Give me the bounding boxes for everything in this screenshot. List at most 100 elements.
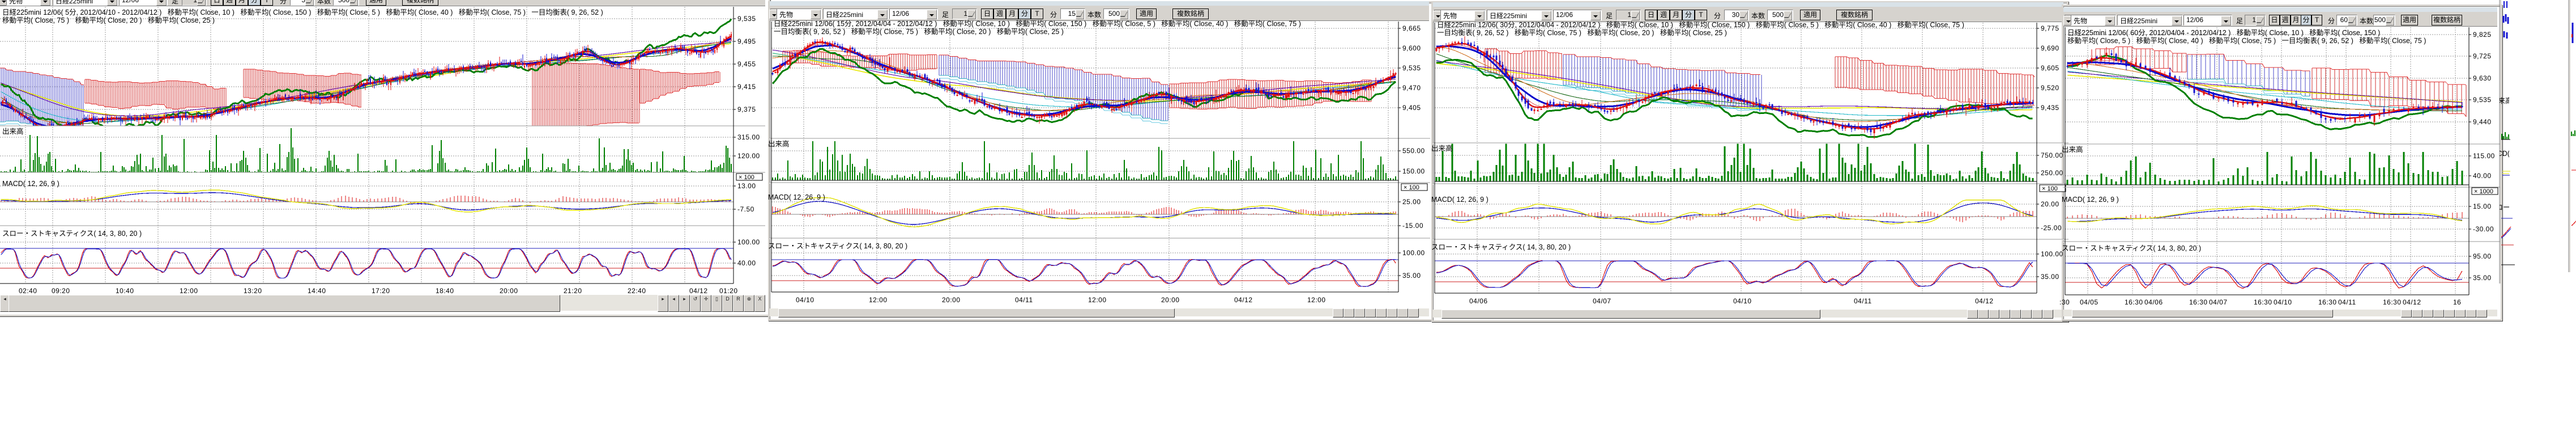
svg-text:× 100: × 100 bbox=[739, 174, 754, 181]
svg-text:9,535: 9,535 bbox=[2473, 96, 2492, 104]
svg-text:12:00: 12:00 bbox=[1307, 296, 1326, 304]
svg-text:9,535: 9,535 bbox=[737, 15, 756, 23]
svg-text:-25.00: -25.00 bbox=[2041, 224, 2062, 232]
svg-text:15.00: 15.00 bbox=[2473, 202, 2492, 210]
svg-text:16:30: 16:30 bbox=[2125, 298, 2143, 306]
svg-text:40.00: 40.00 bbox=[737, 259, 756, 267]
svg-text:日経225mini 12/06( 15分, 2012/04/: 日経225mini 12/06( 15分, 2012/04/04 - 2012/… bbox=[774, 20, 1301, 28]
svg-text:一目均衡表( 9, 26, 52 ) 移動平均( Clo: 一目均衡表( 9, 26, 52 ) 移動平均( Close, 75 ) 移動平… bbox=[774, 28, 1064, 36]
svg-text:04/12: 04/12 bbox=[1975, 297, 1994, 305]
svg-text:315.00: 315.00 bbox=[737, 133, 760, 141]
svg-text:9,440: 9,440 bbox=[2473, 118, 2492, 126]
svg-text:9,690: 9,690 bbox=[2041, 44, 2059, 52]
svg-text:04/11: 04/11 bbox=[1015, 296, 1033, 304]
svg-text::30: :30 bbox=[2059, 298, 2070, 306]
svg-text:9,535: 9,535 bbox=[1402, 64, 1421, 72]
svg-text:21:20: 21:20 bbox=[564, 287, 582, 295]
svg-text:-15.00: -15.00 bbox=[1402, 222, 1423, 230]
svg-text:出来高: 出来高 bbox=[2062, 145, 2083, 154]
svg-text:9,495: 9,495 bbox=[737, 37, 756, 45]
svg-text:16:30: 16:30 bbox=[2383, 298, 2402, 306]
svg-text:9,415: 9,415 bbox=[737, 83, 756, 91]
svg-text:9,605: 9,605 bbox=[2041, 64, 2059, 72]
svg-text:日経225mini 12/06( 5分, 2012/04/1: 日経225mini 12/06( 5分, 2012/04/10 - 2012/0… bbox=[2, 9, 603, 16]
svg-text:9,375: 9,375 bbox=[737, 105, 756, 113]
svg-text:9,435: 9,435 bbox=[2041, 104, 2059, 112]
svg-text:MACD( 12, 26, 9 ): MACD( 12, 26, 9 ) bbox=[768, 193, 825, 201]
svg-text:16: 16 bbox=[2453, 298, 2461, 306]
svg-text:一目均衡表( 9, 26, 52 ) 移動平均( Clo: 一目均衡表( 9, 26, 52 ) 移動平均( Close, 75 ) 移動平… bbox=[1437, 29, 1727, 37]
svg-text:25.00: 25.00 bbox=[1402, 198, 1421, 206]
svg-text:14:40: 14:40 bbox=[308, 287, 326, 295]
svg-text:出来高: 出来高 bbox=[768, 139, 790, 148]
svg-text:04/10: 04/10 bbox=[796, 296, 814, 304]
svg-text:04/11: 04/11 bbox=[1854, 297, 1872, 305]
svg-text:02:40: 02:40 bbox=[19, 287, 37, 295]
svg-text:04/12: 04/12 bbox=[1234, 296, 1253, 304]
svg-text:9,775: 9,775 bbox=[2041, 24, 2059, 32]
svg-text:出来高: 出来高 bbox=[2, 127, 24, 136]
svg-text:9,665: 9,665 bbox=[1402, 24, 1421, 32]
svg-text:スロー・ストキャスティクス( 14, 3, 80, 20 ): スロー・ストキャスティクス( 14, 3, 80, 20 ) bbox=[2062, 244, 2201, 252]
svg-text:150.00: 150.00 bbox=[1402, 167, 1425, 175]
svg-text:× 100: × 100 bbox=[1404, 184, 1419, 191]
svg-text:04/12: 04/12 bbox=[2403, 298, 2421, 306]
svg-text:スロー・ストキャスティクス( 14, 3, 80, 20 ): スロー・ストキャスティクス( 14, 3, 80, 20 ) bbox=[768, 242, 907, 250]
svg-text:スロー・ストキャスティクス( 14, 3, 80, 20 ): スロー・ストキャスティクス( 14, 3, 80, 20 ) bbox=[2, 230, 142, 238]
svg-text:22:40: 22:40 bbox=[628, 287, 646, 295]
svg-text:MACD( 12, 26, 9 ): MACD( 12, 26, 9 ) bbox=[2487, 150, 2544, 158]
svg-text:550.00: 550.00 bbox=[1402, 147, 1425, 155]
svg-text:35.00: 35.00 bbox=[2473, 274, 2492, 282]
svg-text:9,600: 9,600 bbox=[1402, 44, 1421, 52]
svg-text:MACD( 12, 26, 9 ): MACD( 12, 26, 9 ) bbox=[2062, 196, 2119, 204]
svg-text:16:30: 16:30 bbox=[2189, 298, 2208, 306]
svg-text:250.00: 250.00 bbox=[2041, 169, 2063, 177]
svg-text:9,520: 9,520 bbox=[2041, 84, 2059, 92]
svg-text:20:00: 20:00 bbox=[942, 296, 961, 304]
svg-text:750.00: 750.00 bbox=[2041, 151, 2063, 159]
svg-text:日経225mini 12/06( 60分, 2012/04/: 日経225mini 12/06( 60分, 2012/04/04 - 2012/… bbox=[2067, 29, 2380, 37]
svg-text:10:40: 10:40 bbox=[116, 287, 134, 295]
svg-text:04/10: 04/10 bbox=[2274, 298, 2292, 306]
svg-text:12:00: 12:00 bbox=[1088, 296, 1107, 304]
svg-text:95.00: 95.00 bbox=[2473, 252, 2492, 260]
svg-text:100.00: 100.00 bbox=[2041, 250, 2063, 258]
svg-text:12:00: 12:00 bbox=[869, 296, 888, 304]
svg-text:MACD( 12, 26, 9 ): MACD( 12, 26, 9 ) bbox=[1431, 196, 1489, 204]
svg-text:40.00: 40.00 bbox=[2473, 172, 2492, 180]
svg-text:-30.00: -30.00 bbox=[2473, 225, 2494, 233]
svg-text:01:20: 01:20 bbox=[719, 287, 738, 295]
svg-text:04/05: 04/05 bbox=[2080, 298, 2099, 306]
svg-text:16:30: 16:30 bbox=[2318, 298, 2337, 306]
svg-text:100.00: 100.00 bbox=[737, 238, 760, 246]
svg-text:9,825: 9,825 bbox=[2473, 31, 2492, 39]
svg-text:04/06: 04/06 bbox=[2144, 298, 2163, 306]
svg-text:04/07: 04/07 bbox=[2209, 298, 2228, 306]
svg-text:115.00: 115.00 bbox=[2473, 152, 2495, 160]
svg-text:13.00: 13.00 bbox=[737, 182, 756, 190]
svg-text:09:20: 09:20 bbox=[52, 287, 70, 295]
svg-text:16:30: 16:30 bbox=[2254, 298, 2272, 306]
svg-text:MACD( 12, 26, 9 ): MACD( 12, 26, 9 ) bbox=[2, 180, 59, 188]
svg-text:20.00: 20.00 bbox=[2041, 200, 2059, 208]
svg-text:35.00: 35.00 bbox=[1402, 272, 1421, 280]
svg-text:9,630: 9,630 bbox=[2473, 74, 2492, 82]
svg-text:9,725: 9,725 bbox=[2473, 52, 2492, 60]
svg-text:04/11: 04/11 bbox=[2338, 298, 2356, 306]
svg-text:出来高: 出来高 bbox=[2491, 96, 2513, 105]
svg-text:スロー・ストキャスティクス( 14, 3, 80, 20 ): スロー・ストキャスティクス( 14, 3, 80, 20 ) bbox=[2489, 204, 2576, 211]
svg-text:× 100: × 100 bbox=[2042, 185, 2058, 192]
svg-text:9,405: 9,405 bbox=[1402, 104, 1421, 112]
svg-text:移動平均( Close, 75 ) 移動平均( Clos: 移動平均( Close, 75 ) 移動平均( Close, 20 ) 移動平均… bbox=[2, 16, 215, 24]
svg-text:100.00: 100.00 bbox=[1402, 249, 1425, 257]
svg-text:13:20: 13:20 bbox=[244, 287, 262, 295]
svg-text:04/07: 04/07 bbox=[1593, 297, 1611, 305]
svg-text:出来高: 出来高 bbox=[1431, 144, 1453, 153]
svg-text:04/10: 04/10 bbox=[1733, 297, 1752, 305]
svg-text:17:20: 17:20 bbox=[372, 287, 390, 295]
svg-text:120.00: 120.00 bbox=[737, 152, 760, 160]
svg-text:9,455: 9,455 bbox=[737, 60, 756, 68]
svg-text:20:00: 20:00 bbox=[1161, 296, 1180, 304]
svg-text:35.00: 35.00 bbox=[2041, 273, 2059, 281]
svg-text:日経225mini 12/06( 30分, 2012/04/: 日経225mini 12/06( 30分, 2012/04/04 - 2012/… bbox=[1437, 21, 1964, 29]
